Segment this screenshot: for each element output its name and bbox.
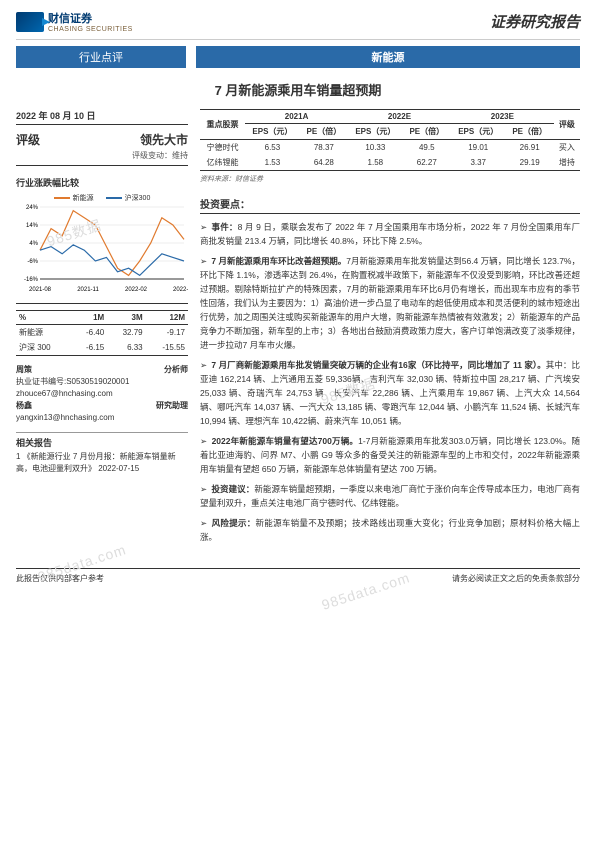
points-body: 985数据 985data.com ➢ 事件：8 月 9 日，乘联会发布了 20… xyxy=(200,220,580,544)
bullet-point: ➢ 7 月新能源乘用车环比改善超预期。7月新能源乘用车批发销量达到56.4 万辆… xyxy=(200,254,580,352)
rating-change: 评级变动：维持 xyxy=(16,150,188,166)
chart-svg: 24% 14% 4% -6% -16% 2021-08 2021-11 2022-02 2022… xyxy=(16,203,188,293)
table-row: 新能源-6.4032.79-9.17 xyxy=(16,325,188,341)
header-bar: 财信证券 CHASING SECURITIES 证券研究报告 xyxy=(16,10,580,40)
svg-text:4%: 4% xyxy=(29,241,38,247)
st-gh-2: 2022E xyxy=(348,110,451,124)
analyst-entry: 周策分析师执业证书编号:S0530519020001zhouce67@hncha… xyxy=(16,364,188,400)
perf-chart: 新能源 沪深300 24%14%4%-6%-16%2021-082021-112… xyxy=(16,193,188,304)
report-type: 证券研究报告 xyxy=(490,11,580,32)
footer-left: 此报告仅供内部客户参考 xyxy=(16,573,104,584)
perf-col-2: 3M xyxy=(107,311,145,325)
svg-text:-16%: -16% xyxy=(24,277,39,283)
rating-label: 评级 xyxy=(16,131,40,148)
analyst-entry: 杨鑫研究助理yangxin13@hnchasing.com xyxy=(16,400,188,424)
logo-en: CHASING SECURITIES xyxy=(48,26,133,33)
footer-right: 请务必阅读正文之后的免责条款部分 xyxy=(452,573,580,584)
points-header: 投资要点： xyxy=(200,194,580,214)
right-column: 重点股票 2021A 2022E 2023E 评级 EPS（元） PE（倍） E… xyxy=(200,109,580,550)
st-sh-5: EPS（元） xyxy=(451,124,506,140)
report-date: 2022 年 08 月 10 日 xyxy=(16,109,188,125)
perf-table: % 1M 3M 12M 新能源-6.4032.79-9.17沪深 300-6.1… xyxy=(16,310,188,356)
st-gh-1: 2021A xyxy=(245,110,348,124)
svg-text:-6%: -6% xyxy=(27,259,38,265)
st-gh-0: 重点股票 xyxy=(200,110,245,140)
st-gh-4: 评级 xyxy=(554,110,580,140)
bullet-point: ➢ 7 月厂商新能源乘用车批发销量突破万辆的企业有16家（环比持平，同比增加了 … xyxy=(200,358,580,428)
section-band: 行业点评 新能源 xyxy=(16,46,580,68)
svg-text:2022-02: 2022-02 xyxy=(125,287,148,293)
legend-swatch-0 xyxy=(54,197,70,199)
svg-text:2021-11: 2021-11 xyxy=(77,287,99,293)
legend-label-0: 新能源 xyxy=(73,193,94,203)
logo-mark xyxy=(16,12,44,32)
perf-col-1: 1M xyxy=(71,311,107,325)
bullet-point: ➢ 事件：8 月 9 日，乘联会发布了 2022 年 7 月全国乘用车市场分析，… xyxy=(200,220,580,248)
table-row: 沪深 300-6.156.33-15.55 xyxy=(16,340,188,356)
left-column: 2022 年 08 月 10 日 评级 领先大市 评级变动：维持 行业涨跌幅比较… xyxy=(16,109,188,550)
bullet-point: ➢ 投资建议：新能源车销量超预期，一季度以来电池厂商忙于涨价向车企传导成本压力，… xyxy=(200,482,580,510)
page-title: 7 月新能源乘用车销量超预期 xyxy=(16,80,580,99)
related-item: 1 《新能源行业 7 月份月报：新能源车销量新高，电池迎量利双升》 2022-0… xyxy=(16,451,188,475)
logo: 财信证券 CHASING SECURITIES xyxy=(16,10,133,33)
bullet-point: ➢ 2022年新能源车销量有望达700万辆。1-7月新能源乘用车批发303.0万… xyxy=(200,434,580,476)
bullet-point: ➢ 风险提示：新能源车销量不及预期；技术路线出现重大变化；行业竞争加剧；原材料价… xyxy=(200,516,580,544)
perf-col-3: 12M xyxy=(146,311,188,325)
perf-col-0: % xyxy=(16,311,71,325)
svg-text:2021-08: 2021-08 xyxy=(29,287,52,293)
rating-value: 领先大市 xyxy=(140,131,188,148)
st-sh-3: EPS（元） xyxy=(348,124,403,140)
related-block: 相关报告 1 《新能源行业 7 月份月报：新能源车销量新高，电池迎量利双升》 2… xyxy=(16,432,188,475)
band-right: 新能源 xyxy=(196,46,580,68)
stock-table: 重点股票 2021A 2022E 2023E 评级 EPS（元） PE（倍） E… xyxy=(200,109,580,171)
logo-cn: 财信证券 xyxy=(48,10,133,26)
svg-text:2022-05: 2022-05 xyxy=(173,287,188,293)
legend-swatch-1 xyxy=(106,197,122,199)
legend-label-1: 沪深300 xyxy=(125,193,151,203)
stock-source: 资料来源：财信证券 xyxy=(200,174,580,184)
footer: 此报告仅供内部客户参考 请务必阅读正文之后的免责条款部分 xyxy=(16,568,580,584)
svg-text:14%: 14% xyxy=(26,223,39,229)
related-header: 相关报告 xyxy=(16,437,188,451)
perf-header: 行业涨跌幅比较 xyxy=(16,176,188,189)
st-sh-2: PE（倍） xyxy=(300,124,348,140)
analyst-block: 周策分析师执业证书编号:S0530519020001zhouce67@hncha… xyxy=(16,364,188,424)
st-sh-4: PE（倍） xyxy=(403,124,451,140)
st-gh-3: 2023E xyxy=(451,110,554,124)
st-sh-6: PE（倍） xyxy=(506,124,554,140)
st-sh-1: EPS（元） xyxy=(245,124,300,140)
band-left: 行业点评 xyxy=(16,46,186,68)
svg-text:24%: 24% xyxy=(26,205,39,211)
table-row: 亿纬锂能1.5364.281.5862.273.3729.19增持 xyxy=(200,155,580,171)
table-row: 宁德时代6.5378.3710.3349.519.0126.91买入 xyxy=(200,140,580,156)
